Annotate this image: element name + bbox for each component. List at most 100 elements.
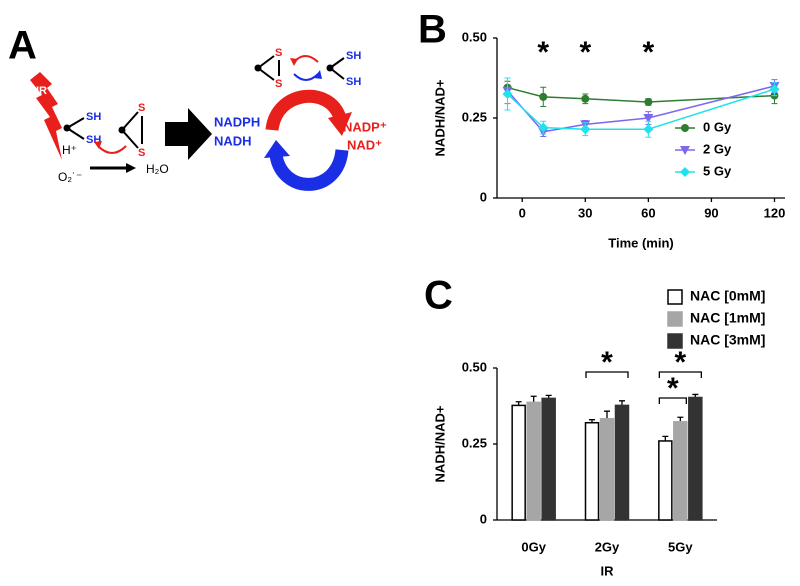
legend-swatch bbox=[667, 333, 683, 349]
ir-label: IR bbox=[36, 85, 47, 97]
legend-label: 0 Gy bbox=[703, 119, 732, 134]
data-point bbox=[580, 124, 591, 135]
y-axis-label: NADH/NAD+ bbox=[432, 405, 447, 482]
significance-star: * bbox=[537, 36, 549, 69]
reduction-arc bbox=[269, 148, 349, 191]
sulfur: S bbox=[138, 147, 145, 159]
significance-star: * bbox=[674, 346, 686, 379]
x-axis-label: IR bbox=[601, 563, 615, 578]
bar bbox=[688, 396, 703, 521]
legend-label: 5 Gy bbox=[703, 163, 732, 178]
x-tick-label: 2Gy bbox=[595, 539, 620, 554]
x-axis-label: Time (min) bbox=[608, 235, 674, 250]
arrowhead bbox=[314, 70, 322, 79]
data-point bbox=[769, 84, 780, 95]
significance-bracket bbox=[585, 371, 629, 378]
y-tick-label: 0.25 bbox=[462, 109, 487, 124]
charts: 0 0.25 0.50 NADH/NAD+ 0 30 60 90 120 Time (min) 0 … bbox=[432, 29, 785, 578]
x-tick-label: 5Gy bbox=[668, 539, 693, 554]
bar bbox=[658, 440, 673, 521]
oxidized-cofactor: NADP⁺ bbox=[343, 119, 387, 134]
y-tick-label: 0.25 bbox=[462, 435, 487, 450]
data-point bbox=[680, 146, 690, 155]
oxidized-cofactor: NAD⁺ bbox=[347, 137, 382, 152]
big-arrow bbox=[165, 108, 212, 160]
bond bbox=[121, 111, 143, 149]
panel-label: C bbox=[424, 274, 453, 318]
data-point bbox=[643, 124, 654, 135]
y-tick-label: 0.50 bbox=[462, 29, 487, 44]
significance-star: * bbox=[667, 372, 679, 405]
arrowhead bbox=[290, 58, 298, 66]
legend-label: NAC [3mM] bbox=[690, 332, 765, 348]
bar bbox=[599, 418, 615, 521]
panel-a: A IR SH SH S S H⁺ O₂˙⁻ H₂O NADPH NADH NA… bbox=[8, 24, 387, 191]
y-tick-label: 0.50 bbox=[462, 359, 487, 374]
x-tick-label: 120 bbox=[764, 205, 786, 220]
reduced-cofactor: NADPH bbox=[214, 114, 260, 129]
data-point bbox=[539, 92, 548, 101]
significance-star: * bbox=[643, 36, 655, 69]
y-tick-label: 0 bbox=[480, 189, 487, 204]
arrowhead bbox=[264, 140, 290, 158]
x-tick-label: 30 bbox=[578, 205, 592, 220]
x-tick-label: 90 bbox=[704, 205, 718, 220]
error-bar bbox=[619, 400, 625, 406]
x-tick-label: 0Gy bbox=[521, 539, 546, 554]
y-tick-label: 0 bbox=[480, 511, 487, 526]
water: H₂O bbox=[146, 162, 169, 176]
error-bar bbox=[677, 416, 684, 422]
arrowhead bbox=[94, 141, 102, 149]
bar bbox=[584, 421, 600, 521]
panel-label: A bbox=[8, 24, 37, 68]
thiol: SH bbox=[86, 111, 101, 123]
significance-bracket bbox=[658, 371, 702, 378]
redox-arrow bbox=[97, 145, 127, 154]
bar bbox=[526, 401, 541, 521]
legend-label: NAC [1mM] bbox=[690, 310, 765, 326]
bar bbox=[511, 404, 526, 521]
reduced-cofactor: NADH bbox=[214, 133, 252, 148]
thiol: SH bbox=[346, 76, 361, 88]
x-tick-label: 0 bbox=[519, 205, 526, 220]
bond bbox=[66, 117, 85, 140]
thiol: SH bbox=[346, 50, 361, 62]
bond bbox=[257, 55, 280, 81]
oxidation-arc bbox=[265, 89, 347, 132]
x-tick-label: 60 bbox=[641, 205, 655, 220]
panel-label: B bbox=[418, 8, 447, 52]
sulfur: S bbox=[275, 47, 282, 59]
superoxide: O₂˙⁻ bbox=[58, 170, 82, 184]
data-point bbox=[681, 124, 689, 132]
data-point bbox=[538, 122, 549, 133]
significance-bracket bbox=[658, 397, 687, 404]
bar bbox=[541, 397, 556, 521]
bar bbox=[614, 404, 630, 521]
proton: H⁺ bbox=[62, 143, 77, 157]
sulfur: S bbox=[275, 78, 282, 90]
significance-star: * bbox=[579, 36, 591, 69]
error-bar bbox=[604, 410, 610, 419]
legend-swatch bbox=[667, 311, 683, 327]
data-point bbox=[644, 98, 653, 106]
bond bbox=[329, 57, 345, 80]
data-point bbox=[581, 94, 590, 103]
legend-label: NAC [0mM] bbox=[690, 288, 765, 304]
arrowhead bbox=[328, 112, 352, 136]
series-line bbox=[507, 86, 775, 103]
lightning-bolt bbox=[30, 72, 62, 160]
legend-swatch bbox=[667, 289, 683, 305]
series-line bbox=[506, 85, 775, 133]
redox-arrow bbox=[293, 73, 319, 81]
arrowhead bbox=[126, 163, 136, 173]
data-point bbox=[680, 167, 690, 177]
legend-label: 2 Gy bbox=[703, 141, 732, 156]
y-axis-label: NADH/NAD+ bbox=[432, 79, 447, 156]
data-point bbox=[643, 114, 654, 123]
bar bbox=[673, 421, 688, 521]
error-bar bbox=[530, 395, 537, 403]
significance-star: * bbox=[601, 346, 613, 379]
series-line bbox=[506, 88, 775, 130]
sulfur: S bbox=[138, 102, 145, 114]
